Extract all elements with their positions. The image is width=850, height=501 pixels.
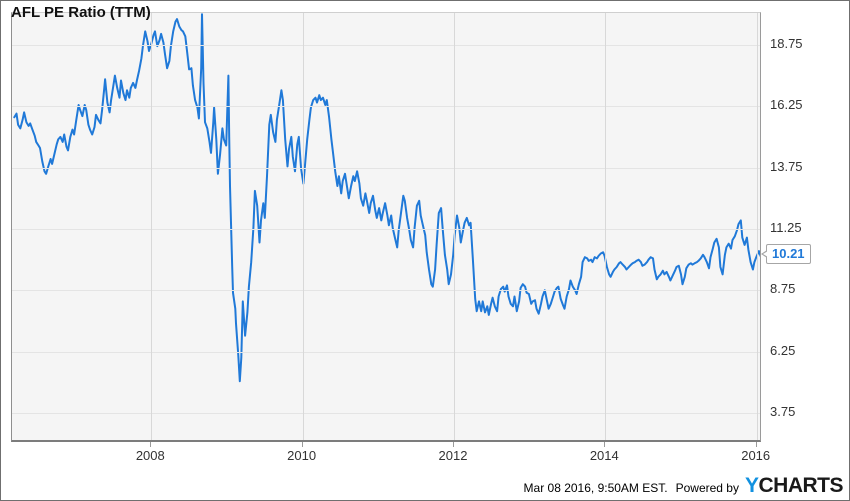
series-svg	[13, 13, 761, 383]
ycharts-logo[interactable]: YCHARTS	[744, 474, 844, 498]
plot-area[interactable]	[11, 12, 761, 442]
y-axis-tick-label: 16.25	[770, 97, 803, 113]
chart-footer: Mar 08 2016, 9:50AM EST. Powered by YCHA…	[523, 474, 844, 498]
h-gridline	[12, 44, 760, 46]
v-gridline	[151, 13, 153, 440]
pe-ratio-line-series[interactable]	[13, 13, 761, 383]
chart-title: AFL PE Ratio (TTM)	[11, 4, 151, 21]
timestamp: Mar 08 2016, 9:50AM EST.	[523, 481, 668, 495]
h-gridline	[12, 290, 760, 292]
y-axis-tick-label: 6.25	[770, 342, 796, 358]
v-gridline	[454, 13, 455, 440]
v-gridline	[302, 13, 304, 440]
x-axis-tick	[604, 442, 606, 447]
powered-by-label: Powered by	[675, 481, 739, 495]
h-gridline	[12, 229, 760, 230]
x-axis-tick-label: 2010	[287, 448, 317, 463]
x-axis-tick	[453, 442, 454, 447]
current-value-callout: 10.21	[761, 244, 811, 264]
x-axis-tick-label: 2012	[438, 448, 468, 463]
x-axis-tick-label: 2008	[135, 448, 165, 463]
x-axis-tick	[755, 442, 757, 447]
ycharts-logo-y: Y	[744, 474, 759, 497]
x-axis-tick	[301, 442, 303, 447]
x-axis-tick	[150, 442, 152, 447]
h-gridline	[12, 167, 760, 169]
x-axis-tick-label: 2016	[741, 448, 771, 463]
y-axis-tick-label: 13.75	[770, 158, 803, 174]
y-axis-tick-label: 8.75	[770, 281, 796, 297]
h-gridline	[12, 351, 760, 353]
y-axis-tick-label: 18.75	[770, 35, 803, 51]
ycharts-logo-charts: CHARTS	[758, 474, 844, 497]
v-gridline	[605, 13, 607, 440]
h-gridline	[12, 413, 760, 415]
v-gridline	[756, 13, 758, 440]
y-axis-tick-label: 11.25	[770, 220, 802, 235]
x-axis-tick-label: 2014	[589, 448, 619, 463]
current-value-label: 10.21	[772, 246, 805, 261]
y-axis-tick-label: 3.75	[770, 404, 796, 420]
h-gridline	[12, 106, 760, 108]
